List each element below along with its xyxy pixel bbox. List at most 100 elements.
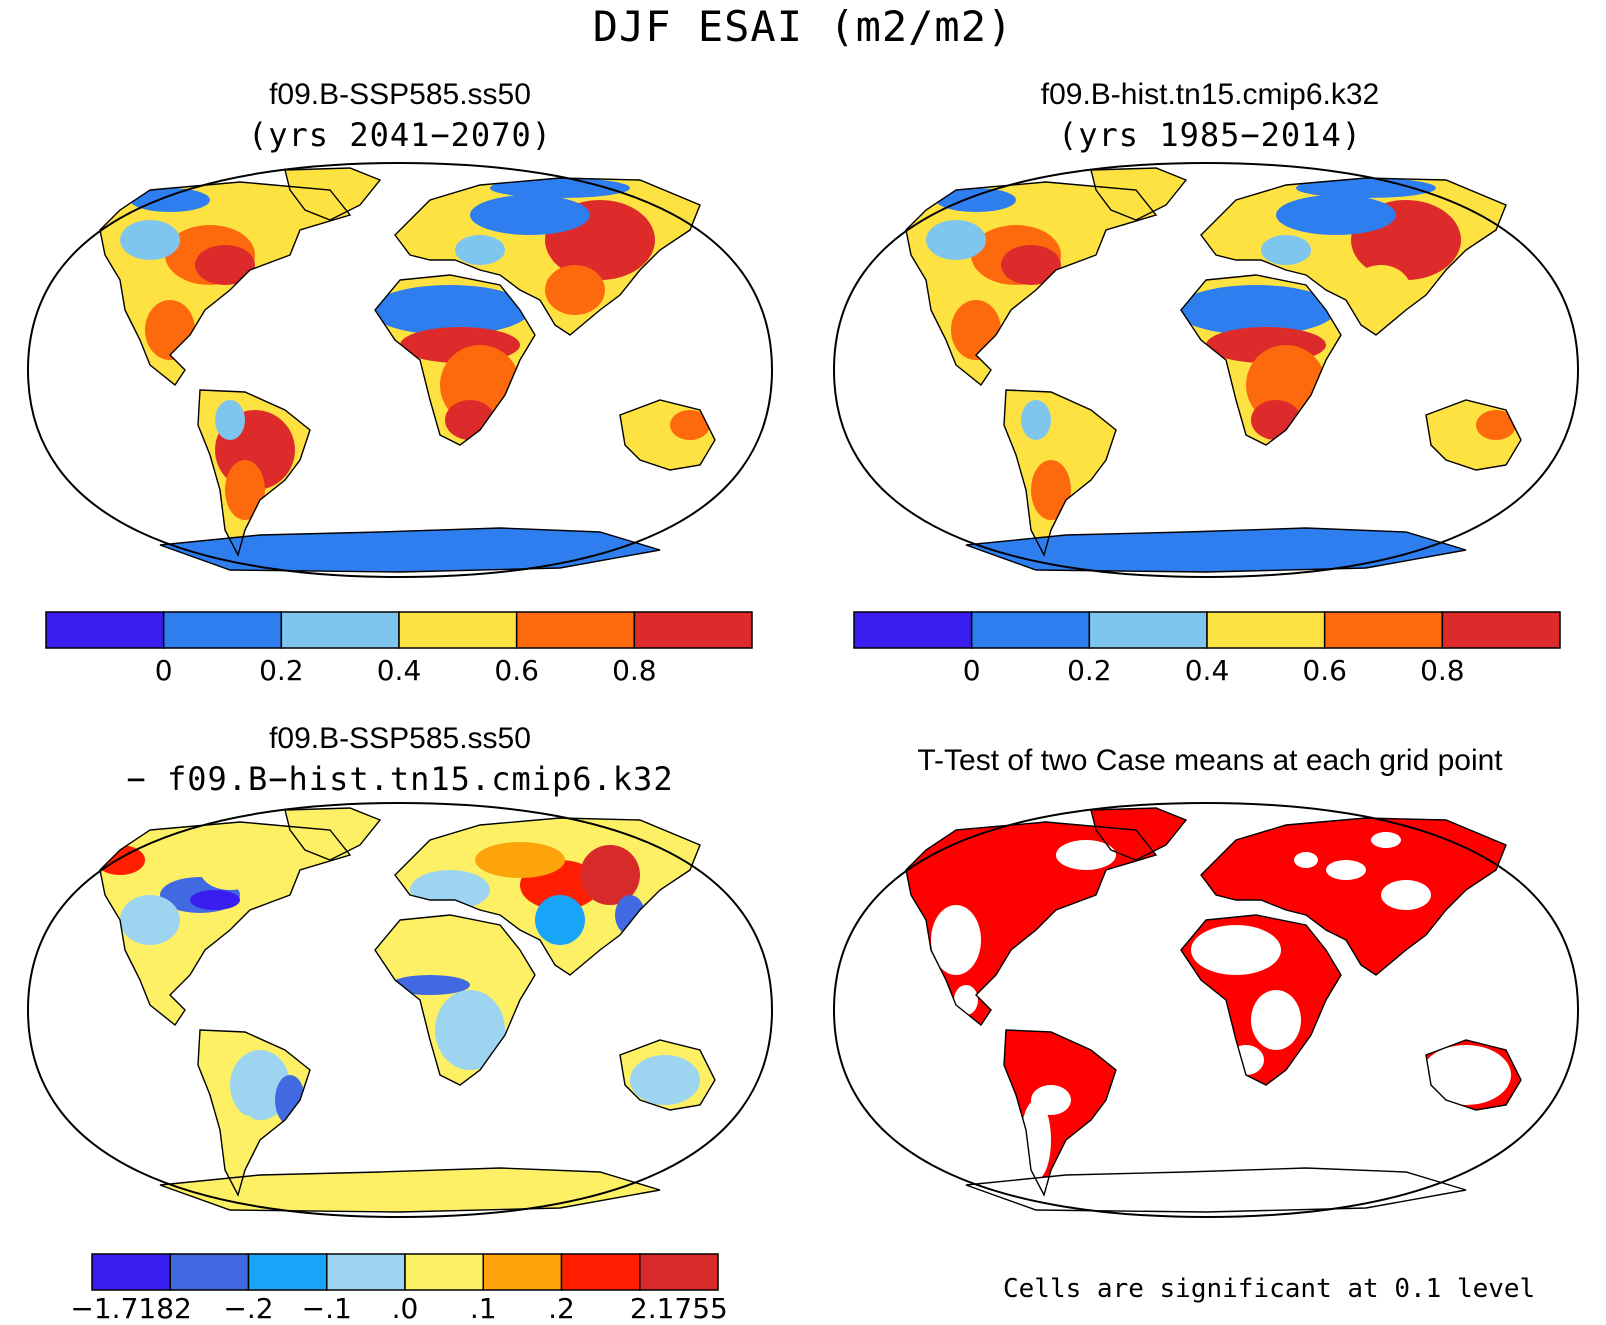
coastline-australia bbox=[1425, 1039, 1522, 1111]
colorbar-segment bbox=[1441, 611, 1561, 649]
coastline-australia bbox=[619, 399, 716, 471]
land-patch bbox=[630, 1055, 700, 1105]
land-northAmerica bbox=[100, 822, 350, 1025]
coastline-northAmerica bbox=[905, 181, 1158, 387]
colorbar-tick-label: −.2 bbox=[223, 1292, 274, 1325]
coastline-antarctica bbox=[159, 527, 661, 573]
land-patch bbox=[190, 890, 240, 910]
coastline-greenland bbox=[284, 167, 382, 221]
land-patch bbox=[230, 1115, 260, 1165]
coastline-southAmerica bbox=[1003, 1029, 1117, 1197]
coastline-eurasia bbox=[1200, 817, 1507, 976]
land-patch bbox=[200, 850, 260, 890]
colorbar-tick-label: .0 bbox=[391, 1292, 419, 1325]
coastline-eurasia bbox=[1200, 177, 1507, 336]
land-eurasia bbox=[1201, 818, 1506, 975]
map-panel-top-left bbox=[26, 161, 774, 579]
map-panel-top-right bbox=[832, 161, 1580, 579]
map-boundary bbox=[832, 161, 1580, 579]
colorbar-tick-label: 2.1755 bbox=[629, 1292, 728, 1325]
coastline-antarctica bbox=[159, 1167, 661, 1213]
map-boundary bbox=[832, 801, 1580, 1219]
land-patch bbox=[670, 410, 710, 440]
colorbar-ticks-bottom-left: −1.7182 −.2 −.1 .0 .1 .2 2.1755 bbox=[70, 1292, 727, 1325]
panel-subtitle-tr: (yrs 1985−2014) bbox=[1058, 116, 1362, 154]
land-patch bbox=[130, 188, 210, 212]
coastline-africa bbox=[374, 274, 536, 446]
colorbar-top-left bbox=[45, 611, 753, 649]
land-patch bbox=[580, 845, 640, 905]
colorbar-segment bbox=[633, 611, 753, 649]
colorbar-segment bbox=[91, 1253, 171, 1291]
colorbar-tick-label: 0.4 bbox=[376, 654, 422, 687]
colorbar-segment bbox=[1088, 611, 1208, 649]
coastline-antarctica bbox=[965, 527, 1467, 573]
land-patch bbox=[195, 245, 255, 285]
coastline-africa bbox=[1180, 274, 1342, 446]
panel-title-br: T-Test of two Case means at each grid po… bbox=[917, 744, 1503, 777]
panel-subtitle-bl: − f09.B−hist.tn15.cmip6.k32 bbox=[126, 760, 674, 798]
land-patch bbox=[1276, 195, 1396, 235]
colorbar-bottom-left bbox=[91, 1253, 719, 1291]
land-patch bbox=[931, 905, 981, 975]
colorbar-tick-label: 0.8 bbox=[612, 654, 657, 687]
colorbar-segment bbox=[247, 1253, 328, 1291]
land-patch bbox=[1176, 285, 1336, 335]
colorbar-tick-label: 0.2 bbox=[1067, 654, 1112, 687]
colorbar-tick-label: 0 bbox=[962, 654, 981, 687]
colorbar-tick-label: 0.8 bbox=[1420, 654, 1465, 687]
land-patch bbox=[120, 895, 180, 945]
map-boundary bbox=[26, 801, 774, 1219]
land-patch bbox=[490, 178, 630, 198]
land-patch bbox=[230, 1050, 290, 1120]
panel-title-tr: f09.B-hist.tn15.cmip6.k32 bbox=[1040, 78, 1380, 111]
land-patch bbox=[1421, 1045, 1511, 1105]
colorbar-segment bbox=[1323, 611, 1444, 649]
significance-note: Cells are significant at 0.1 level bbox=[1003, 1274, 1536, 1304]
land-patch bbox=[545, 265, 605, 315]
land-patch bbox=[1021, 400, 1051, 440]
colorbar-tick-label: 0.2 bbox=[259, 654, 304, 687]
coastline-antarctica bbox=[965, 1167, 1467, 1213]
land-patch bbox=[936, 188, 1016, 212]
coastline-eurasia bbox=[394, 177, 701, 336]
land-patch bbox=[225, 460, 265, 520]
land-patch bbox=[120, 220, 180, 260]
land-antarctica bbox=[160, 1168, 660, 1212]
coastline-southAmerica bbox=[197, 1029, 311, 1197]
land-patch bbox=[455, 235, 505, 265]
land-patch bbox=[1191, 925, 1281, 975]
land-northAmerica bbox=[906, 822, 1156, 1025]
coastline-northAmerica bbox=[905, 821, 1158, 1027]
colorbar-segment bbox=[1206, 611, 1326, 649]
figure-title: DJF ESAI (m2/m2) bbox=[592, 2, 1014, 51]
coastline-greenland bbox=[1090, 167, 1188, 221]
colorbar-tick-label: −1.7182 bbox=[70, 1292, 192, 1325]
land-patch bbox=[435, 990, 505, 1070]
colorbar-tick-label: 0.4 bbox=[1184, 654, 1230, 687]
land-patch bbox=[1326, 860, 1366, 880]
colorbar-segment bbox=[970, 611, 1091, 649]
coastline-africa bbox=[1180, 914, 1342, 1086]
coastline-eurasia bbox=[394, 817, 701, 976]
colorbar-tick-label: 0.6 bbox=[494, 654, 539, 687]
colorbar-tick-label: .1 bbox=[469, 1292, 497, 1325]
land-patch bbox=[390, 975, 470, 995]
coastline-northAmerica bbox=[99, 181, 352, 387]
colorbar-ticks-top-left: 0 0.2 0.4 0.6 0.8 bbox=[46, 654, 752, 690]
coastline-greenland bbox=[284, 807, 382, 861]
colorbar-segment bbox=[639, 1253, 719, 1291]
coastline-australia bbox=[1425, 399, 1522, 471]
land-patch bbox=[1056, 840, 1116, 870]
coastline-southAmerica bbox=[1003, 389, 1117, 557]
colorbar-segment bbox=[162, 611, 283, 649]
colorbar-segment bbox=[280, 611, 400, 649]
land-antarctica bbox=[966, 1168, 1466, 1212]
land-patch bbox=[475, 842, 565, 878]
colorbar-ticks-top-right: 0 0.2 0.4 0.6 0.8 bbox=[854, 654, 1560, 690]
colorbar-segment bbox=[398, 611, 518, 649]
land-patch bbox=[1261, 235, 1311, 265]
land-patch bbox=[1031, 460, 1071, 520]
land-patch bbox=[1381, 880, 1431, 910]
land-patch bbox=[1351, 265, 1411, 315]
